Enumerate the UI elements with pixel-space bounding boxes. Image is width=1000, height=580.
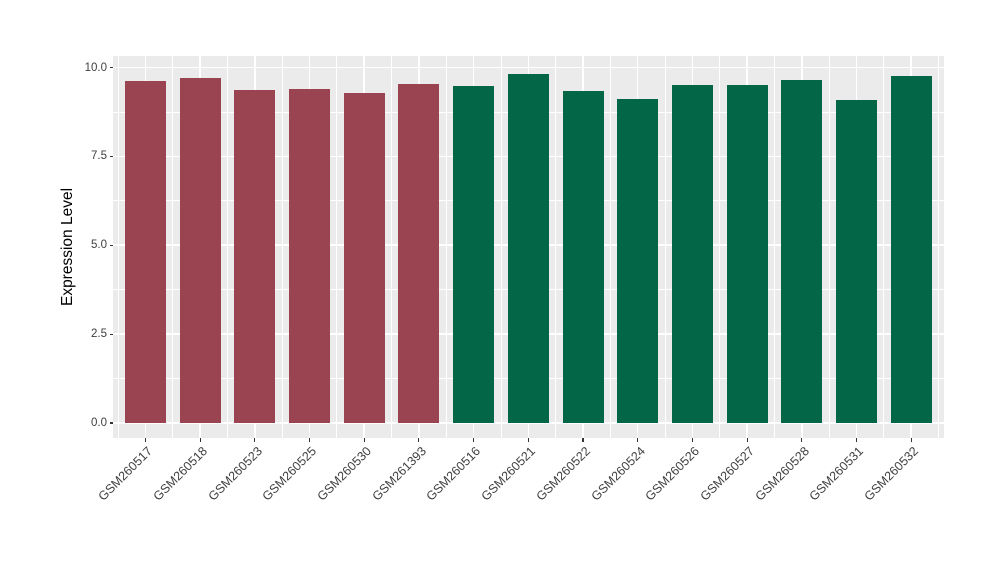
y-tick-mark <box>109 155 113 157</box>
gridline-minor-x <box>336 56 338 438</box>
gridline-minor-x <box>227 56 228 438</box>
y-tick-mark <box>109 244 113 246</box>
bar <box>836 100 877 423</box>
x-tick-label: GSM260528 <box>752 444 812 504</box>
x-tick-mark <box>418 438 420 442</box>
x-tick-mark <box>855 438 858 442</box>
bar <box>234 89 276 423</box>
x-tick-label: GSM260521 <box>478 444 539 504</box>
x-tick-label: GSM260531 <box>806 444 867 504</box>
bar <box>289 88 330 423</box>
gridline-minor-x <box>938 56 939 438</box>
bar <box>617 99 659 423</box>
x-tick-mark <box>308 438 311 442</box>
x-tick-mark <box>746 438 748 442</box>
bar <box>562 90 604 423</box>
x-tick-mark <box>199 438 201 442</box>
y-tick-label: 10.0 <box>84 61 107 74</box>
x-tick-label: GSM260518 <box>150 444 211 504</box>
gridline-minor-x <box>172 56 174 438</box>
x-tick-label: GSM260524 <box>588 444 648 504</box>
x-tick-mark <box>473 438 475 442</box>
bar <box>890 76 932 423</box>
x-tick-mark <box>254 438 256 442</box>
x-tick-label: GSM260525 <box>259 444 320 504</box>
gridline-minor-x <box>391 56 392 438</box>
x-tick-label: GSM260517 <box>95 444 156 504</box>
y-tick-mark <box>109 422 113 424</box>
x-tick-label: GSM260527 <box>697 444 758 504</box>
x-tick-label: GSM261393 <box>369 444 429 504</box>
plot-panel <box>113 56 944 438</box>
y-tick-label: 5.0 <box>91 239 107 252</box>
x-tick-label: GSM260516 <box>423 444 484 504</box>
bar <box>726 84 768 423</box>
gridline-minor-x <box>828 56 830 438</box>
bar <box>398 84 440 423</box>
x-tick-mark <box>910 438 912 442</box>
x-tick-label: GSM260532 <box>861 444 922 504</box>
x-tick-label: GSM260523 <box>205 444 265 504</box>
x-tick-mark <box>691 438 693 442</box>
x-tick-label: GSM260522 <box>533 444 593 504</box>
x-tick-mark <box>363 438 365 442</box>
x-tick-mark <box>144 438 146 442</box>
y-tick-label: 2.5 <box>91 328 107 341</box>
gridline-minor-x <box>664 56 666 438</box>
x-tick-label: GSM260526 <box>642 444 703 504</box>
gridline-minor-x <box>883 56 885 438</box>
bar <box>179 77 221 423</box>
x-tick-mark <box>527 438 529 442</box>
bar <box>671 85 713 423</box>
gridline-minor-x <box>609 56 611 438</box>
gridline-minor-x <box>500 56 502 438</box>
gridline-minor-x <box>719 56 721 438</box>
bar <box>781 80 823 423</box>
bar <box>343 92 385 423</box>
gridline-minor-x <box>117 56 119 438</box>
gridline-minor-x <box>281 56 283 438</box>
y-tick-label: 7.5 <box>91 150 107 163</box>
x-tick-mark <box>582 438 584 442</box>
y-tick-label: 0.0 <box>91 417 107 429</box>
y-tick-mark <box>109 333 113 335</box>
bar <box>507 74 549 423</box>
x-tick-mark <box>637 438 639 442</box>
x-tick-mark <box>801 438 803 442</box>
gridline-minor-x <box>774 56 775 438</box>
gridline-minor-x <box>445 56 447 438</box>
bar <box>453 85 495 423</box>
gridline-minor-x <box>555 56 557 438</box>
y-tick-mark <box>109 66 113 69</box>
bar <box>124 81 166 423</box>
x-tick-label: GSM260530 <box>314 444 375 504</box>
